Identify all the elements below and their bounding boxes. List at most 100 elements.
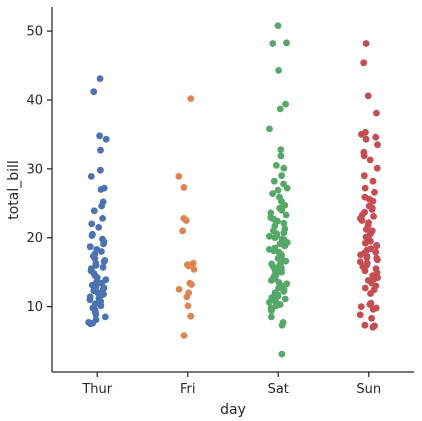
data-point-sun [361, 267, 369, 275]
data-point-sun [357, 251, 364, 259]
data-point-sat [269, 40, 277, 47]
data-point-sat [278, 206, 286, 214]
data-point-sat [281, 201, 289, 209]
data-point-sun [373, 242, 380, 250]
data-point-sun [363, 254, 371, 262]
data-point-sat [280, 164, 288, 172]
data-point-sat [268, 313, 275, 321]
data-points [85, 22, 381, 358]
data-point-sun [371, 188, 378, 196]
data-point-sat [270, 177, 278, 185]
data-point-sun [369, 305, 377, 313]
y-tick-label: 50 [26, 25, 43, 40]
data-point-sun [360, 59, 368, 67]
data-point-sun [362, 135, 370, 143]
data-point-sun [374, 256, 381, 264]
y-tick-label: 30 [26, 162, 43, 177]
data-point-fri [187, 312, 195, 320]
data-point-thur [97, 146, 104, 154]
data-point-sun [370, 213, 377, 220]
data-point-sun [366, 301, 374, 308]
data-point-sat [278, 350, 286, 358]
data-point-thur [88, 220, 96, 228]
data-point-fri [180, 332, 188, 339]
x-tick-label: Thur [81, 382, 112, 397]
data-point-sat [280, 288, 288, 295]
data-point-sat [274, 22, 282, 29]
data-point-sat [266, 232, 273, 240]
data-point-sat [267, 209, 275, 217]
x-tick-label: Fri [180, 382, 196, 397]
data-point-fri [185, 262, 192, 270]
data-point-fri [187, 95, 195, 102]
data-point-sat [283, 39, 290, 47]
data-point-thur [101, 313, 109, 321]
data-point-thur [95, 224, 103, 231]
data-point-thur [92, 310, 100, 318]
data-point-sat [276, 105, 284, 113]
data-point-thur [86, 243, 94, 251]
data-point-sat [275, 67, 282, 74]
data-point-thur [96, 75, 104, 82]
data-point-sat [283, 184, 291, 192]
data-point-sun [362, 226, 370, 233]
data-point-sun [368, 314, 375, 322]
data-point-sat [277, 146, 285, 154]
data-point-sun [372, 133, 380, 141]
data-point-sun [357, 303, 365, 310]
data-point-sat [280, 219, 288, 227]
data-point-sat [280, 229, 288, 237]
data-point-sat [275, 284, 282, 292]
data-point-thur [98, 248, 105, 255]
data-point-sat [282, 100, 289, 108]
data-point-sat [265, 299, 273, 306]
data-point-sun [374, 141, 381, 149]
data-point-thur [97, 186, 105, 193]
data-point-sun [373, 164, 381, 172]
data-point-thur [99, 215, 106, 222]
data-point-sun [358, 131, 365, 138]
x-axis-label: day [220, 402, 246, 418]
data-point-sat [266, 125, 273, 133]
data-point-thur [100, 240, 107, 248]
data-point-thur [87, 320, 94, 328]
data-point-sat [267, 277, 275, 284]
data-point-sat [274, 186, 282, 194]
data-point-fri [183, 293, 191, 301]
data-point-thur [86, 296, 94, 304]
data-point-thur [96, 132, 103, 140]
data-point-sun [369, 323, 377, 331]
data-point-fri [175, 286, 183, 293]
data-point-sun [358, 217, 366, 224]
data-point-fri [190, 266, 198, 273]
data-point-sun [360, 152, 368, 160]
data-point-fri [180, 184, 188, 191]
data-point-fri [188, 281, 195, 288]
data-point-sat [277, 152, 285, 160]
data-point-sat [273, 162, 280, 169]
x-tick-label: Sun [356, 382, 381, 397]
data-point-thur [97, 302, 105, 310]
y-axis-label: total_bill [6, 160, 22, 220]
data-point-thur [90, 207, 98, 215]
data-point-sun [362, 40, 370, 47]
data-point-thur [99, 263, 107, 271]
data-point-fri [175, 173, 183, 180]
data-point-sat [268, 307, 275, 315]
data-point-sat [269, 190, 276, 198]
data-point-sun [372, 248, 380, 256]
data-point-thur [92, 261, 100, 269]
data-point-sun [368, 206, 376, 213]
data-point-thur [97, 166, 104, 174]
data-point-sun [369, 197, 377, 205]
y-tick-label: 10 [26, 300, 43, 315]
data-point-sun [356, 311, 364, 319]
data-point-sat [282, 211, 290, 219]
data-point-sun [360, 172, 368, 180]
data-point-sun [361, 321, 369, 329]
data-point-sun [369, 177, 377, 185]
data-point-fri [184, 302, 192, 310]
data-point-thur [98, 202, 105, 210]
data-point-sat [281, 242, 289, 250]
